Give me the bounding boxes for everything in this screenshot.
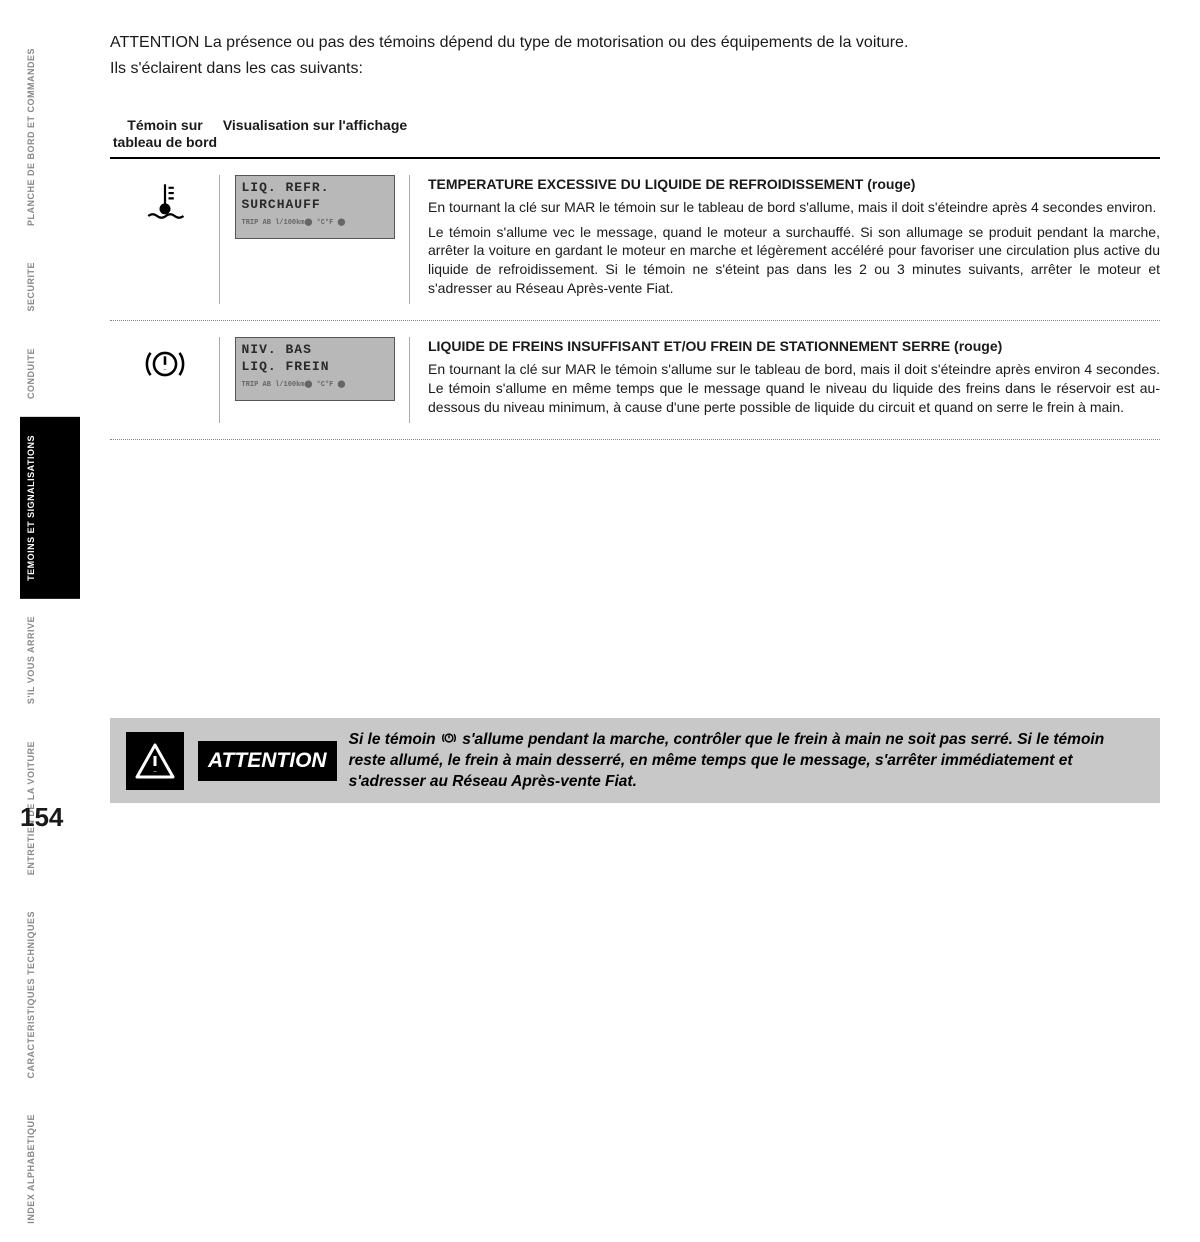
brake-warning-icon — [110, 337, 220, 423]
tab-conduite[interactable]: CONDUITE — [20, 330, 80, 417]
lcd-line2: LIQ. FREIN — [242, 359, 388, 376]
warning-text: Si le témoin s'allume pendant la marche,… — [349, 728, 1144, 793]
lcd-footer: TRIP AB l/100km⬤ °C°F ⬤ — [242, 380, 388, 389]
header-col2: Visualisation sur l'affichage — [220, 117, 410, 151]
page-number: 154 — [20, 802, 63, 833]
row1-text: TEMPERATURE EXCESSIVE DU LIQUIDE DE REFR… — [410, 175, 1160, 304]
lcd-footer: TRIP AB l/100km⬤ °C°F ⬤ — [242, 218, 388, 227]
warning-triangle-icon — [126, 732, 184, 790]
table-header: Témoin sur tableau de bord Visualisation… — [110, 117, 1160, 159]
lcd-line1: LIQ. REFR. — [242, 180, 388, 197]
row1-p2: Le témoin s'allume vec le message, quand… — [428, 223, 1160, 299]
tab-planche-de-bord[interactable]: PLANCHE DE BORD ET COMMANDES — [20, 30, 80, 244]
tab-index[interactable]: INDEX ALPHABETIQUE — [20, 1096, 80, 1242]
intro-line2: Ils s'éclairent dans les cas suivants: — [110, 56, 1160, 82]
tab-securite[interactable]: SECURITE — [20, 244, 80, 330]
intro-text: ATTENTION La présence ou pas des témoins… — [110, 30, 1160, 81]
table-row: LIQ. REFR. SURCHAUFF TRIP AB l/100km⬤ °C… — [110, 159, 1160, 321]
tab-caracteristiques[interactable]: CARACTERISTIQUES TECHNIQUES — [20, 893, 80, 1097]
row2-heading: LIQUIDE DE FREINS INSUFFISANT ET/OU FREI… — [428, 337, 1160, 356]
row1-heading: TEMPERATURE EXCESSIVE DU LIQUIDE DE REFR… — [428, 175, 1160, 194]
row1-p1: En tournant la clé sur MAR le témoin sur… — [428, 198, 1160, 217]
tab-sil-vous-arrive[interactable]: S'IL VOUS ARRIVE — [20, 598, 80, 722]
sidebar-tabs: PLANCHE DE BORD ET COMMANDES SECURITE CO… — [20, 30, 80, 1242]
main-content: ATTENTION La présence ou pas des témoins… — [110, 30, 1160, 440]
lcd-line1: NIV. BAS — [242, 342, 388, 359]
row2-text: LIQUIDE DE FREINS INSUFFISANT ET/OU FREI… — [410, 337, 1160, 423]
table-row: NIV. BAS LIQ. FREIN TRIP AB l/100km⬤ °C°… — [110, 321, 1160, 440]
attention-label: ATTENTION — [198, 741, 337, 781]
warning-text-before: Si le témoin — [349, 731, 436, 748]
brake-inline-icon — [440, 730, 458, 746]
row2-p1: En tournant la clé sur MAR le témoin s'a… — [428, 360, 1160, 417]
attention-box: ATTENTION Si le témoin s'allume pendant … — [110, 718, 1160, 803]
header-col1: Témoin sur tableau de bord — [110, 117, 220, 151]
lcd-display-brake: NIV. BAS LIQ. FREIN TRIP AB l/100km⬤ °C°… — [220, 337, 410, 423]
temperature-icon — [110, 175, 220, 304]
tab-temoins-signalisations[interactable]: TEMOINS ET SIGNALISATIONS — [20, 417, 80, 599]
warning-text-after: s'allume pendant la marche, contrôler qu… — [349, 731, 1105, 790]
intro-line1: ATTENTION La présence ou pas des témoins… — [110, 30, 1160, 56]
lcd-display-temperature: LIQ. REFR. SURCHAUFF TRIP AB l/100km⬤ °C… — [220, 175, 410, 304]
lcd-line2: SURCHAUFF — [242, 197, 388, 214]
